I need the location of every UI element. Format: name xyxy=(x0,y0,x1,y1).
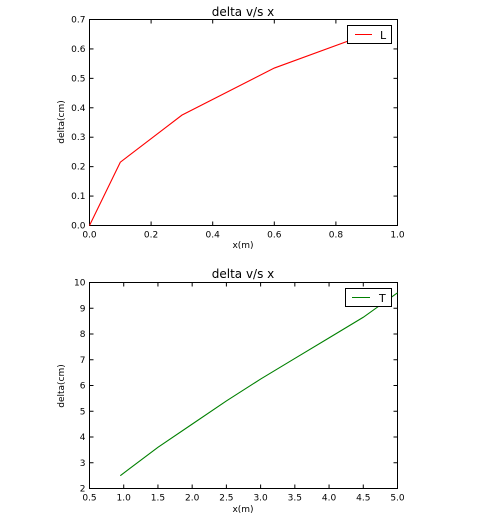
chart-top-y-tick-label: 0.2 xyxy=(71,163,85,173)
chart-top-y-tick-label: 0.4 xyxy=(71,104,86,114)
chart-bottom-legend: T xyxy=(345,288,392,307)
chart-bottom-y-tick-label: 10 xyxy=(74,279,86,289)
chart-top-x-tick-label: 1.0 xyxy=(390,231,405,241)
chart-top-y-tick-label: 0.5 xyxy=(71,74,85,84)
chart-top-x-tick-label: 0.8 xyxy=(329,231,344,241)
chart-top-y-tick-label: 0.6 xyxy=(71,45,86,55)
chart-top-x-tick-label: 0.6 xyxy=(267,231,282,241)
chart-bottom-y-tick-label: 9 xyxy=(80,304,86,314)
chart-bottom-y-tick-label: 6 xyxy=(80,382,86,392)
chart-bottom-x-tick-label: 1.5 xyxy=(151,494,165,504)
chart-bottom-y-tick-label: 3 xyxy=(80,459,86,469)
chart-top-x-tick-label: 0.2 xyxy=(144,231,158,241)
chart-bottom-x-tick-label: 4.5 xyxy=(356,494,370,504)
chart-bottom-y-tick-label: 7 xyxy=(80,356,86,366)
chart-bottom-x-tick-label: 0.5 xyxy=(82,494,96,504)
chart-bottom-legend-label-T: T xyxy=(378,292,386,305)
chart-top-legend: L xyxy=(347,25,392,44)
chart-bottom-x-tick-label: 2.5 xyxy=(219,494,233,504)
chart-top-series xyxy=(89,33,367,226)
chart-bottom-ticks: 0.5 1.0 1.5 2.0 2.5 3.0 3.5 4.0 4.5 5.0 2 3 4 5 6 7 8 9 10 xyxy=(74,279,405,504)
chart-bottom-x-tick-label: 1.0 xyxy=(117,494,132,504)
chart-top-y-axis-label: delta(cm) xyxy=(57,100,67,144)
chart-top-ticks: 0.0 0.2 0.4 0.6 0.8 1.0 0.0 0.1 0.2 0.3 0.4 0.5 0.6 0… xyxy=(71,16,405,241)
chart-top-y-tick-label: 0.0 xyxy=(71,222,86,232)
chart-bottom-y-tick-label: 2 xyxy=(80,485,86,495)
chart-top-x-tick-label: 0.4 xyxy=(206,231,221,241)
chart-top-series-line-L xyxy=(89,33,367,226)
chart-top: delta v/s x 0.0 0.2 0.4 0.6 0.8 1.00.00.10.20… xyxy=(57,5,405,251)
chart-bottom-series-line-T xyxy=(119,292,398,477)
chart-bottom-series xyxy=(119,292,398,477)
chart-bottom: delta v/s x 0.5 1.0 1.5 2.0 2.5 3.0 3.5 4.0 4.5 5… xyxy=(57,267,405,515)
chart-top-legend-label-L: L xyxy=(380,29,387,42)
chart-top-x-tick-label: 0.0 xyxy=(82,231,97,241)
chart-bottom-x-tick-label: 4.0 xyxy=(322,494,337,504)
chart-bottom-plot-area xyxy=(89,282,398,489)
chart-bottom-y-tick-label: 8 xyxy=(80,330,86,340)
chart-bottom-x-tick-label: 3.5 xyxy=(288,494,302,504)
chart-top-title: delta v/s x xyxy=(212,5,275,19)
chart-bottom-title: delta v/s x xyxy=(212,267,275,281)
chart-bottom-x-tick-label: 2.0 xyxy=(185,494,200,504)
chart-bottom-x-tick-label: 3.0 xyxy=(253,494,268,504)
chart-top-y-tick-label: 0.1 xyxy=(71,192,85,202)
chart-top-y-tick-label: 0.7 xyxy=(71,16,85,26)
chart-bottom-y-tick-label: 5 xyxy=(80,407,86,417)
chart-bottom-x-tick-label: 5.0 xyxy=(390,494,405,504)
chart-top-plot-area xyxy=(89,19,398,226)
chart-bottom-y-axis-label: delta(cm) xyxy=(57,364,67,408)
chart-bottom-y-tick-label: 4 xyxy=(80,433,86,443)
chart-bottom-x-axis-label: x(m) xyxy=(232,505,253,515)
chart-top-x-axis-label: x(m) xyxy=(232,241,253,251)
chart-top-y-tick-label: 0.3 xyxy=(71,133,85,143)
